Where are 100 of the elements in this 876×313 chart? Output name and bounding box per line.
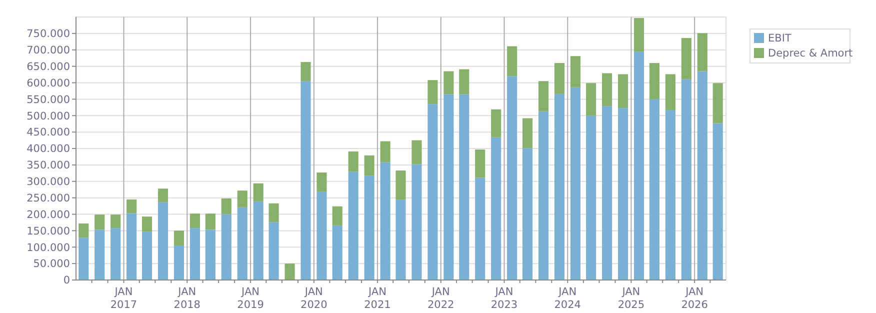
bar (174, 245, 184, 280)
bar (475, 178, 486, 280)
bar (570, 87, 580, 280)
y-tick-label: 400.000 (26, 143, 70, 156)
bar (237, 207, 248, 280)
bar (380, 141, 390, 162)
y-tick-label: 600.000 (26, 77, 70, 90)
bar (475, 149, 486, 178)
bar (348, 151, 358, 172)
bar (300, 62, 311, 82)
bar (618, 108, 628, 280)
bar (444, 71, 454, 94)
bar (380, 162, 390, 280)
x-tick-label: JAN 2023 (490, 286, 518, 311)
bar (570, 56, 580, 88)
x-tick-label: JAN 2022 (427, 286, 454, 311)
bar (268, 222, 279, 280)
bar (348, 172, 358, 280)
bar (428, 80, 438, 104)
bar (268, 203, 279, 222)
bar (522, 148, 533, 280)
bar (94, 214, 105, 230)
y-tick-label: 550.000 (26, 94, 70, 106)
bar (634, 52, 644, 280)
bar (507, 46, 518, 76)
bar (554, 63, 564, 94)
bar (158, 188, 168, 202)
bar (586, 116, 596, 280)
y-tick-label: 450.000 (26, 126, 70, 139)
bar (649, 63, 660, 100)
bar (158, 202, 168, 280)
legend-label: Deprec & Amort (768, 48, 853, 60)
bar (522, 118, 533, 148)
y-tick-label: 500.000 (26, 110, 70, 122)
y-tick-label: 50.000 (33, 258, 70, 270)
bar (253, 201, 264, 280)
bar (221, 198, 232, 214)
bar (697, 33, 708, 72)
bar (507, 76, 518, 280)
bar (110, 214, 121, 228)
bar (237, 190, 248, 208)
bar (712, 83, 723, 124)
bar (602, 106, 612, 280)
y-tick-label: 250.000 (26, 192, 70, 204)
bar (142, 232, 152, 280)
bar (190, 214, 200, 228)
y-tick-label: 350.000 (26, 160, 70, 172)
x-tick-label: JAN 2024 (554, 286, 582, 311)
bar (332, 225, 342, 280)
bar (205, 214, 216, 230)
y-tick-label: 700.000 (26, 44, 70, 57)
x-tick-label: JAN 2019 (237, 286, 264, 311)
bar (649, 99, 660, 280)
bar (316, 172, 327, 192)
bar (697, 71, 708, 280)
y-tick-label: 150.000 (26, 225, 70, 238)
bar (126, 213, 137, 280)
bar (364, 155, 374, 176)
bar (126, 199, 137, 214)
y-tick-label: 300.000 (26, 176, 70, 188)
y-tick-label: 100.000 (26, 242, 70, 254)
bar (681, 38, 692, 80)
bar (396, 170, 406, 200)
bar (190, 228, 200, 280)
x-tick-label: JAN 2026 (681, 286, 708, 311)
x-tick-label: JAN 2025 (618, 286, 645, 311)
bar (712, 123, 723, 280)
bar (618, 74, 628, 108)
bar (142, 216, 152, 232)
bar (554, 94, 564, 280)
bar (459, 69, 470, 94)
bar (586, 83, 596, 116)
bar (538, 111, 549, 280)
bar (253, 183, 264, 202)
x-tick-label: JAN 2017 (110, 286, 138, 311)
bar (396, 200, 406, 280)
bar (428, 104, 438, 280)
legend-label: EBIT (768, 32, 792, 45)
x-tick-label: JAN 2018 (174, 286, 201, 311)
bar (459, 94, 470, 280)
bar (205, 230, 216, 280)
bar (665, 74, 676, 110)
bar (681, 79, 692, 280)
bar (634, 18, 644, 52)
bar (491, 109, 502, 138)
bar (300, 81, 311, 280)
y-tick-label: 200.000 (26, 208, 70, 221)
bar (602, 73, 612, 106)
x-tick-label: JAN 2021 (364, 286, 391, 311)
x-tick-label: JAN 2020 (300, 286, 328, 311)
y-tick-label: 750.000 (26, 28, 70, 40)
bar (78, 238, 89, 280)
bar (538, 81, 549, 112)
bar (174, 230, 184, 246)
bar (412, 140, 422, 164)
bar (221, 214, 232, 280)
bar (316, 192, 327, 280)
bar (78, 223, 89, 238)
bar (444, 94, 454, 280)
bar (665, 110, 676, 280)
